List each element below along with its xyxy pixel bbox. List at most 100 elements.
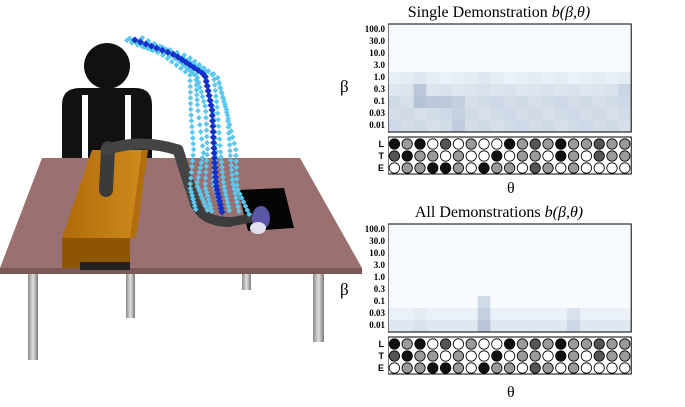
- heatmap-cell: [401, 108, 414, 120]
- heatmap-cell: [580, 72, 593, 84]
- heatmap-cell: [465, 248, 478, 260]
- heatmap-cell: [439, 284, 452, 296]
- heatmap-cell: [580, 48, 593, 60]
- heatmap-cell: [593, 96, 606, 108]
- heatmap-cell: [554, 248, 567, 260]
- heatmap-cell: [503, 36, 516, 48]
- heatmap-cell: [554, 24, 567, 36]
- heatmap-cell: [414, 108, 427, 120]
- theta-indicator: [402, 363, 412, 373]
- heatmap-cell: [542, 284, 555, 296]
- beta-tick-label: 0.3: [350, 83, 385, 95]
- heatmap-cell: [388, 36, 401, 48]
- heatmap-cell: [503, 96, 516, 108]
- theta-indicator: [453, 139, 463, 149]
- heatmap-cell: [490, 224, 503, 236]
- theta-indicator: [594, 139, 604, 149]
- heatmap-cell: [478, 308, 491, 320]
- heatmap-cell: [478, 72, 491, 84]
- heatmap-cell: [542, 320, 555, 332]
- heatmap-cell: [618, 36, 631, 48]
- heatmap-cell: [452, 296, 465, 308]
- heatmap-cell: [516, 272, 529, 284]
- heatmap-cell: [580, 248, 593, 260]
- heatmap-cell: [490, 260, 503, 272]
- heatmap-cell: [439, 48, 452, 60]
- theta-indicator: [415, 151, 425, 161]
- theta-indicator: [389, 139, 399, 149]
- theta-indicator: [620, 163, 630, 173]
- heatmap-cell: [452, 96, 465, 108]
- theta-indicator: [479, 363, 489, 373]
- heatmap-cell: [516, 224, 529, 236]
- heatmap-cell: [542, 260, 555, 272]
- theta-indicator: [466, 339, 476, 349]
- beta-tick-label: 0.01: [350, 319, 385, 331]
- heatmap-cell: [580, 224, 593, 236]
- heatmap-cell: [414, 284, 427, 296]
- theta-indicator: [415, 363, 425, 373]
- heatmap-cell: [554, 236, 567, 248]
- heatmap-cell: [618, 296, 631, 308]
- theta-indicator: [530, 351, 540, 361]
- heatmap-cell: [618, 308, 631, 320]
- beta-axis-label: β: [340, 77, 349, 97]
- theta-indicator: [428, 139, 438, 149]
- theta-indicator: [517, 151, 527, 161]
- heatmap-cell: [426, 320, 439, 332]
- heatmap-cell: [439, 84, 452, 96]
- heatmap-cell: [618, 84, 631, 96]
- theta-indicator: [402, 139, 412, 149]
- heatmap-cell: [414, 84, 427, 96]
- heatmap-cell: [567, 48, 580, 60]
- heatmap-cell: [426, 236, 439, 248]
- heatmap-cell: [529, 120, 542, 132]
- heatmap-cell: [593, 48, 606, 60]
- theta-indicator: [440, 339, 450, 349]
- heatmap-cell: [554, 296, 567, 308]
- theta-indicator: [440, 351, 450, 361]
- heatmap-cell: [426, 120, 439, 132]
- heatmap-cell: [542, 120, 555, 132]
- heatmap-cell: [503, 108, 516, 120]
- heatmap-cell: [478, 260, 491, 272]
- heatmap-cell: [414, 296, 427, 308]
- theta-indicator: [453, 339, 463, 349]
- heatmap-cell: [439, 224, 452, 236]
- heatmap-cell: [593, 284, 606, 296]
- heatmap-cell: [618, 236, 631, 248]
- heatmap-cell: [414, 24, 427, 36]
- heatmap-cell: [414, 96, 427, 108]
- theta-indicator: [556, 163, 566, 173]
- heatmap-cell: [465, 224, 478, 236]
- heatmap-cell: [414, 48, 427, 60]
- theta-indicator: [517, 163, 527, 173]
- theta-indicator: [607, 351, 617, 361]
- heatmap-cell: [426, 36, 439, 48]
- heatmap-cell: [529, 284, 542, 296]
- heatmap-cell: [388, 248, 401, 260]
- heatmap-cell: [516, 236, 529, 248]
- heatmap-cell: [516, 84, 529, 96]
- heatmap-cell: [452, 260, 465, 272]
- beta-tick-label: 100.0: [350, 223, 385, 235]
- theta-indicator: [620, 151, 630, 161]
- beta-axis-label: β: [340, 280, 349, 300]
- heatmap-cell: [452, 84, 465, 96]
- heatmap-cell: [618, 224, 631, 236]
- heatmap-cell: [554, 36, 567, 48]
- heatmap-cell: [516, 120, 529, 132]
- heatmap-cell: [465, 308, 478, 320]
- heatmap-cell: [465, 236, 478, 248]
- heatmap-cell: [529, 296, 542, 308]
- theta-indicator: [479, 139, 489, 149]
- heatmap-cell: [529, 248, 542, 260]
- heatmap-cell: [388, 272, 401, 284]
- theta-indicator: [568, 139, 578, 149]
- heatmap-cell: [503, 224, 516, 236]
- heatmap-cell: [401, 236, 414, 248]
- heatmap-cell: [554, 120, 567, 132]
- heatmap-cell: [465, 272, 478, 284]
- heatmap-cell: [401, 272, 414, 284]
- heatmap-cell: [516, 284, 529, 296]
